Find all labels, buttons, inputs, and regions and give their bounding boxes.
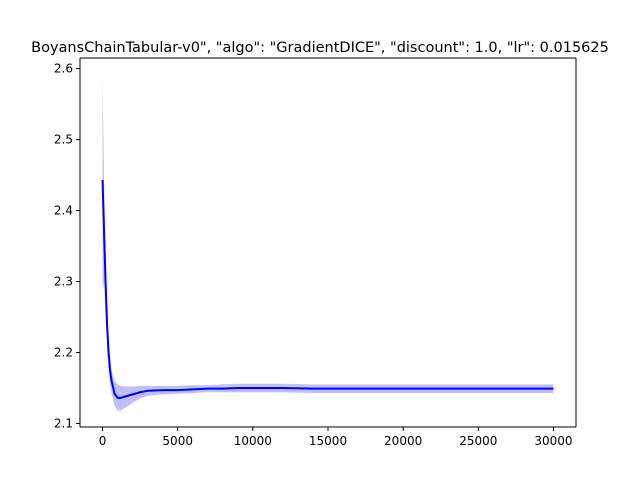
y-tick-label: 2.5 (54, 133, 73, 147)
series-mean-line (101, 180, 554, 399)
confidence-band (102, 77, 554, 411)
x-tick-label: 30000 (534, 434, 572, 448)
y-tick-label: 2.4 (54, 204, 73, 218)
x-tick-label: 5000 (162, 434, 193, 448)
x-tick-label: 15000 (309, 434, 347, 448)
x-tick-label: 25000 (459, 434, 497, 448)
x-tick-label: 0 (99, 434, 107, 448)
y-tick-label: 2.3 (54, 275, 73, 289)
axes: 0 5000 10000 15000 20000 25000 30000 2.1 2.2 2.3 2… (54, 57, 577, 448)
x-tick-label: 10000 (234, 434, 272, 448)
plot-area (101, 77, 554, 411)
y-tick-label: 2.2 (54, 345, 73, 359)
x-tick-label: 20000 (384, 434, 422, 448)
y-tick-label: 2.1 (54, 416, 73, 430)
chart-title: BoyansChainTabular-v0", "algo": "Gradien… (31, 40, 609, 56)
y-tick-label: 2.6 (54, 62, 73, 76)
